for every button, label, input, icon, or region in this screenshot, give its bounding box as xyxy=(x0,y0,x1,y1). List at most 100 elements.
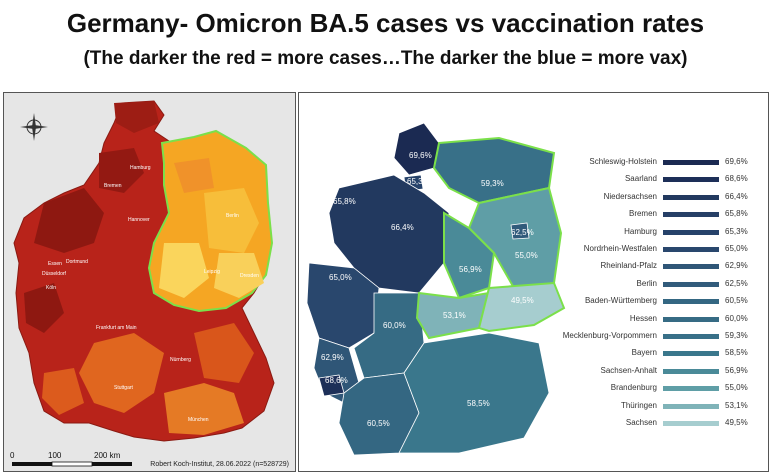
legend-color-bar xyxy=(663,351,719,357)
legend-row: Sachsen-Anhalt 56,9% xyxy=(575,364,765,381)
cases-map-panel: Hamburg Bremen Hannover Berlin Essen Dor… xyxy=(3,92,296,472)
legend-state-value: 49,5% xyxy=(725,418,748,427)
page-subtitle: (The darker the red = more cases…The dar… xyxy=(83,48,688,69)
city-label: Köln xyxy=(46,285,57,291)
map-value-label: 62,9% xyxy=(321,353,344,362)
city-label: Dresden xyxy=(240,273,259,279)
state-sachsen xyxy=(477,281,566,333)
city-label: Leipzig xyxy=(204,269,220,275)
map-value-label: 60,5% xyxy=(367,419,390,428)
legend-state-name: Bayern xyxy=(631,348,657,358)
legend-color-bar xyxy=(663,421,719,426)
vaccination-map-panel: 69,6% 65,3% 65,8% 66,4% 65,0% 62,9% 68,6… xyxy=(298,92,769,472)
vaccination-map xyxy=(306,122,566,456)
map-value-label: 68,6% xyxy=(325,376,348,385)
map-value-label: 60,0% xyxy=(383,321,406,330)
legend-color-bar xyxy=(663,194,719,200)
map-value-label: 49,5% xyxy=(511,296,534,305)
legend-state-value: 66,4% xyxy=(725,191,748,201)
city-label: München xyxy=(188,417,209,423)
city-label: Hamburg xyxy=(130,165,151,171)
legend-state-value: 65,0% xyxy=(725,244,748,253)
legend-state-name: Niedersachsen xyxy=(603,191,657,201)
map-value-label: 58,5% xyxy=(467,399,490,408)
legend-color-bar xyxy=(663,316,719,322)
city-label: Düsseldorf xyxy=(42,271,66,277)
legend-row: Mecklenburg-Vorpommern 59,3% xyxy=(563,329,765,346)
legend-row: Baden-Württemberg 60,5% xyxy=(575,294,765,311)
legend-state-value: 53,1% xyxy=(725,400,748,410)
legend-color-bar xyxy=(663,212,719,218)
map-value-label: 53,1% xyxy=(443,311,466,320)
legend-state-name: Sachsen xyxy=(625,418,657,427)
legend-color-bar xyxy=(663,299,719,305)
map-value-label: 65,8% xyxy=(333,197,356,206)
legend-row: Thüringen 53,1% xyxy=(575,399,765,416)
legend-state-name: Hamburg xyxy=(624,226,657,236)
city-label: Bremen xyxy=(104,183,122,189)
legend-color-bar xyxy=(663,334,719,339)
legend-color-bar xyxy=(663,247,719,252)
map-value-label: 62,5% xyxy=(511,228,534,237)
legend-row: Saarland 68,6% xyxy=(575,172,765,189)
state-schleswig-holstein xyxy=(393,122,440,176)
legend-row: Bremen 65,8% xyxy=(575,207,765,224)
legend-state-name: Saarland xyxy=(624,174,657,184)
legend-state-name: Rheinland-Pfalz xyxy=(600,261,657,271)
city-label: Stuttgart xyxy=(114,385,133,391)
legend-color-bar xyxy=(663,177,719,183)
compass-icon xyxy=(20,113,48,141)
map-value-label: 66,4% xyxy=(391,223,414,232)
legend-row: Bayern 58,5% xyxy=(575,346,765,363)
scale-label-mid: 100 xyxy=(48,451,62,460)
legend-state-value: 60,0% xyxy=(725,313,748,323)
legend-color-bar xyxy=(663,281,719,287)
legend-row: Sachsen 49,5% xyxy=(575,416,765,433)
state-berlin xyxy=(510,222,530,240)
legend-state-value: 65,8% xyxy=(725,209,748,219)
map-value-label: 65,0% xyxy=(329,273,352,282)
legend-row: Hamburg 65,3% xyxy=(575,225,765,242)
legend-color-bar xyxy=(663,386,719,392)
city-label: Essen xyxy=(48,261,62,267)
legend-state-name: Nordrhein-Westfalen xyxy=(583,244,657,253)
state-nrw xyxy=(306,262,380,349)
map-value-label: 65,3% xyxy=(407,177,430,186)
legend-row: Brandenburg 55,0% xyxy=(575,381,765,398)
legend-state-value: 62,9% xyxy=(725,261,748,271)
legend-state-value: 58,5% xyxy=(725,348,748,358)
legend-color-bar xyxy=(663,403,719,409)
legend-row: Rheinland-Pfalz 62,9% xyxy=(575,259,765,276)
legend-state-value: 60,5% xyxy=(725,296,748,306)
legend-state-name: Brandenburg xyxy=(610,383,657,393)
scale-label-end: 200 km xyxy=(94,451,121,460)
map-credit: Robert Koch-Institut, 28.06.2022 (n=5287… xyxy=(150,461,289,468)
legend-state-value: 56,9% xyxy=(725,365,748,375)
legend-state-value: 68,6% xyxy=(725,174,748,184)
state-bayern xyxy=(398,332,550,454)
legend-row: Hessen 60,0% xyxy=(575,312,765,329)
map-value-label: 69,6% xyxy=(409,151,432,160)
legend-row: Berlin 62,5% xyxy=(575,277,765,294)
legend-state-value: 59,3% xyxy=(725,331,748,340)
scale-bar xyxy=(12,461,132,467)
city-label: Nürnberg xyxy=(170,357,191,363)
legend-state-value: 69,6% xyxy=(725,157,748,166)
cases-map xyxy=(4,93,295,471)
map-value-label: 55,0% xyxy=(515,251,538,260)
legend-color-bar xyxy=(663,160,719,165)
city-label: Hannover xyxy=(128,217,150,223)
legend-row: Nordrhein-Westfalen 65,0% xyxy=(575,242,765,259)
legend-color-bar xyxy=(663,368,719,374)
legend-state-value: 65,3% xyxy=(725,226,748,236)
legend-state-name: Schleswig-Holstein xyxy=(589,157,657,166)
page-title: Germany- Omicron BA.5 cases vs vaccinati… xyxy=(66,8,705,38)
legend-state-name: Thüringen xyxy=(620,400,657,410)
legend-state-name: Sachsen-Anhalt xyxy=(600,365,657,375)
city-label: Dortmund xyxy=(66,259,88,265)
legend-color-bar xyxy=(663,229,719,235)
legend-color-bar xyxy=(663,264,719,270)
legend-row: Niedersachsen 66,4% xyxy=(575,190,765,207)
city-label: Berlin xyxy=(226,213,239,219)
map-value-label: 59,3% xyxy=(481,179,504,188)
